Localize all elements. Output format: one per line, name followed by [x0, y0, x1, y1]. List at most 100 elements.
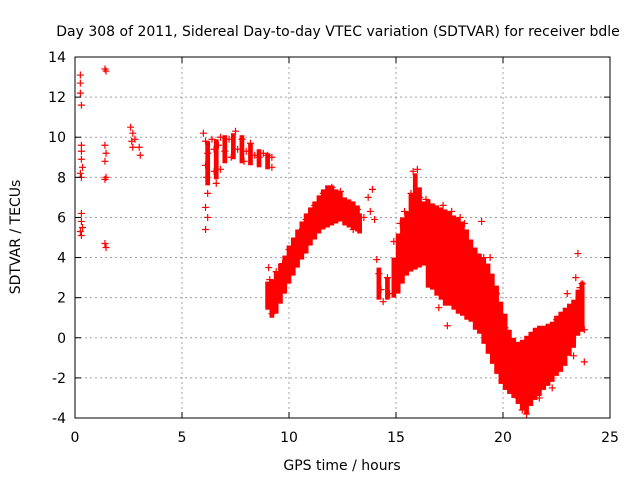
data-point — [217, 165, 225, 173]
data-point — [77, 155, 85, 163]
data-point — [279, 260, 287, 268]
data-point — [390, 238, 398, 246]
data-band — [571, 299, 576, 348]
data-band — [391, 257, 397, 298]
data-point — [493, 290, 501, 298]
data-points — [76, 65, 588, 418]
data-band — [385, 277, 390, 300]
data-point — [527, 336, 535, 344]
data-point — [368, 185, 376, 193]
data-point — [366, 207, 374, 215]
data-band — [537, 325, 542, 396]
data-band — [412, 173, 418, 270]
data-point — [520, 374, 528, 382]
data-point — [523, 410, 531, 418]
data-point — [319, 189, 327, 197]
data-point — [268, 153, 276, 161]
data-point — [542, 372, 550, 380]
data-point — [469, 302, 477, 310]
data-point — [306, 231, 314, 239]
data-band — [455, 217, 461, 314]
data-band — [511, 337, 517, 398]
data-point — [518, 406, 526, 414]
data-point — [204, 189, 212, 197]
data-point — [576, 284, 584, 292]
data-point — [246, 139, 254, 147]
data-band — [213, 139, 219, 180]
data-point — [101, 157, 109, 165]
data-point — [102, 149, 110, 157]
data-band — [472, 247, 478, 330]
data-band — [329, 185, 335, 226]
data-band — [447, 211, 452, 306]
data-band — [494, 285, 499, 374]
y-tick-label: 10 — [48, 130, 66, 146]
data-band — [338, 191, 343, 222]
data-point — [373, 256, 381, 264]
data-point — [405, 234, 413, 241]
data-point — [424, 229, 432, 237]
data-point — [202, 225, 210, 233]
data-band — [350, 201, 356, 230]
data-point — [407, 189, 415, 197]
data-band — [545, 323, 551, 386]
data-point — [454, 298, 462, 306]
data-band — [528, 331, 534, 406]
data-band — [357, 213, 362, 234]
data-band — [579, 281, 585, 332]
data-point — [475, 294, 483, 302]
data-point — [266, 302, 274, 310]
data-band — [290, 237, 296, 276]
chart-title: Day 308 of 2011, Sidereal Day-to-day VTE… — [56, 24, 620, 40]
data-band — [273, 271, 279, 314]
data-point — [379, 298, 387, 306]
data-point — [383, 274, 391, 282]
data-band — [421, 201, 427, 266]
data-band — [498, 301, 504, 384]
data-point — [580, 358, 588, 366]
data-point — [268, 310, 276, 318]
data-point — [324, 209, 332, 217]
data-point — [238, 135, 246, 143]
data-band — [549, 321, 555, 382]
y-tick-label: 2 — [57, 291, 66, 307]
data-point — [259, 149, 267, 157]
data-band — [515, 341, 521, 404]
data-point — [478, 217, 486, 225]
y-axis-ticks: -4 -2 0 2 4 6 8 10 12 14 — [48, 50, 610, 427]
y-tick-label: 0 — [57, 331, 66, 347]
y-tick-label: 14 — [48, 50, 66, 66]
y-tick-label: -2 — [52, 371, 66, 387]
data-band — [489, 273, 495, 364]
data-point — [353, 205, 361, 213]
data-point — [78, 223, 86, 231]
data-band — [558, 311, 564, 372]
data-band — [532, 327, 538, 400]
data-band — [265, 281, 270, 310]
data-point — [546, 346, 554, 354]
x-tick-label: 10 — [280, 430, 298, 446]
data-point — [203, 173, 211, 181]
data-point — [332, 201, 340, 209]
data-point — [501, 324, 509, 332]
data-band — [325, 185, 330, 228]
data-point — [77, 147, 85, 155]
data-band — [269, 279, 275, 318]
data-point — [217, 133, 225, 141]
y-tick-label: 12 — [48, 90, 66, 106]
data-band — [303, 213, 309, 254]
data-point — [548, 384, 556, 392]
data-point — [242, 147, 250, 155]
data-point — [578, 280, 586, 288]
data-point — [433, 223, 441, 231]
data-point — [274, 284, 282, 292]
data-band — [502, 313, 508, 390]
data-point — [227, 153, 235, 161]
data-band — [451, 215, 457, 310]
data-point — [268, 163, 276, 171]
data-point — [77, 141, 85, 149]
data-point — [210, 145, 218, 153]
data-point — [264, 151, 272, 159]
data-point — [401, 207, 409, 215]
data-point — [129, 129, 137, 137]
